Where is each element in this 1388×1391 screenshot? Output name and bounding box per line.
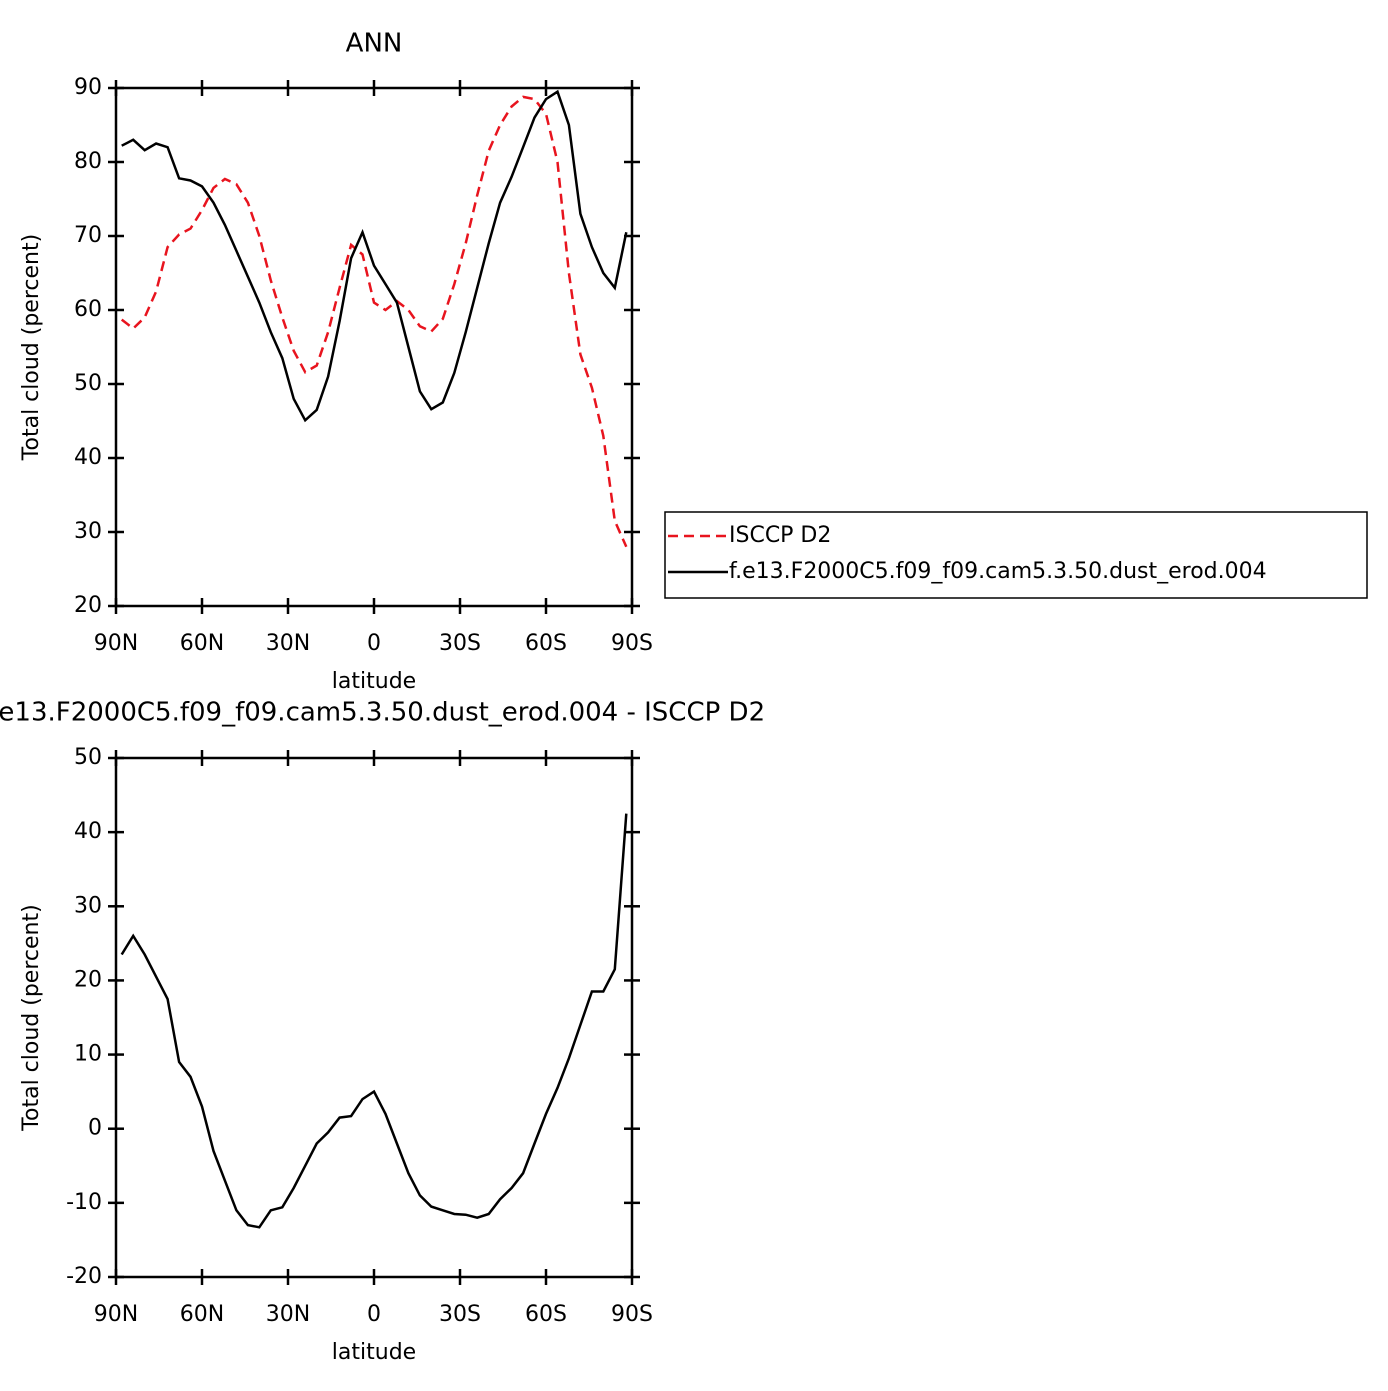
x-tick-label: 30S	[439, 631, 481, 656]
x-tick-label: 90S	[611, 631, 653, 656]
legend-box	[664, 511, 1368, 599]
y-axis-label: Total cloud (percent)	[19, 234, 44, 461]
x-axis-label: latitude	[332, 1340, 416, 1365]
chart-title: f.e13.F2000C5.f09_f09.cam5.3.50.dust_ero…	[0, 698, 765, 728]
y-tick-label: 80	[74, 149, 102, 174]
y-tick-label: 0	[88, 1116, 102, 1141]
y-tick-label: -10	[66, 1190, 102, 1215]
y-tick-label: 10	[74, 1042, 102, 1067]
y-tick-label: 50	[74, 745, 102, 770]
data-line	[120, 813, 628, 1229]
data-line	[121, 89, 628, 423]
y-tick-label: 30	[74, 519, 102, 544]
y-tick-label: 30	[74, 893, 102, 918]
y-tick-label: 20	[74, 593, 102, 618]
x-tick-label: 30N	[266, 1302, 310, 1327]
y-tick-label: -20	[66, 1264, 102, 1289]
y-tick-label: 20	[74, 967, 102, 992]
x-tick-label: 60S	[525, 631, 567, 656]
x-axis-label: latitude	[332, 669, 416, 694]
x-tick-label: 60N	[180, 631, 224, 656]
x-tick-label: 30S	[439, 1302, 481, 1327]
data-line	[120, 95, 628, 548]
x-tick-label: 90S	[611, 1302, 653, 1327]
y-tick-label: 40	[74, 819, 102, 844]
x-tick-label: 0	[367, 631, 381, 656]
legend-label: ISCCP D2	[729, 523, 831, 548]
y-tick-label: 50	[74, 371, 102, 396]
y-axis-label: Total cloud (percent)	[19, 904, 44, 1131]
legend-label: f.e13.F2000C5.f09_f09.cam5.3.50.dust_ero…	[729, 559, 1267, 584]
y-tick-label: 70	[74, 223, 102, 248]
chart-title: ANN	[346, 29, 403, 59]
plot-frame	[114, 86, 634, 608]
x-tick-label: 0	[367, 1302, 381, 1327]
x-tick-label: 30N	[266, 631, 310, 656]
x-tick-label: 90N	[94, 1302, 138, 1327]
x-tick-label: 90N	[94, 631, 138, 656]
y-tick-label: 40	[74, 445, 102, 470]
x-tick-label: 60S	[525, 1302, 567, 1327]
y-tick-label: 90	[74, 75, 102, 100]
y-tick-label: 60	[74, 297, 102, 322]
plot-frame	[114, 756, 634, 1279]
x-tick-label: 60N	[180, 1302, 224, 1327]
